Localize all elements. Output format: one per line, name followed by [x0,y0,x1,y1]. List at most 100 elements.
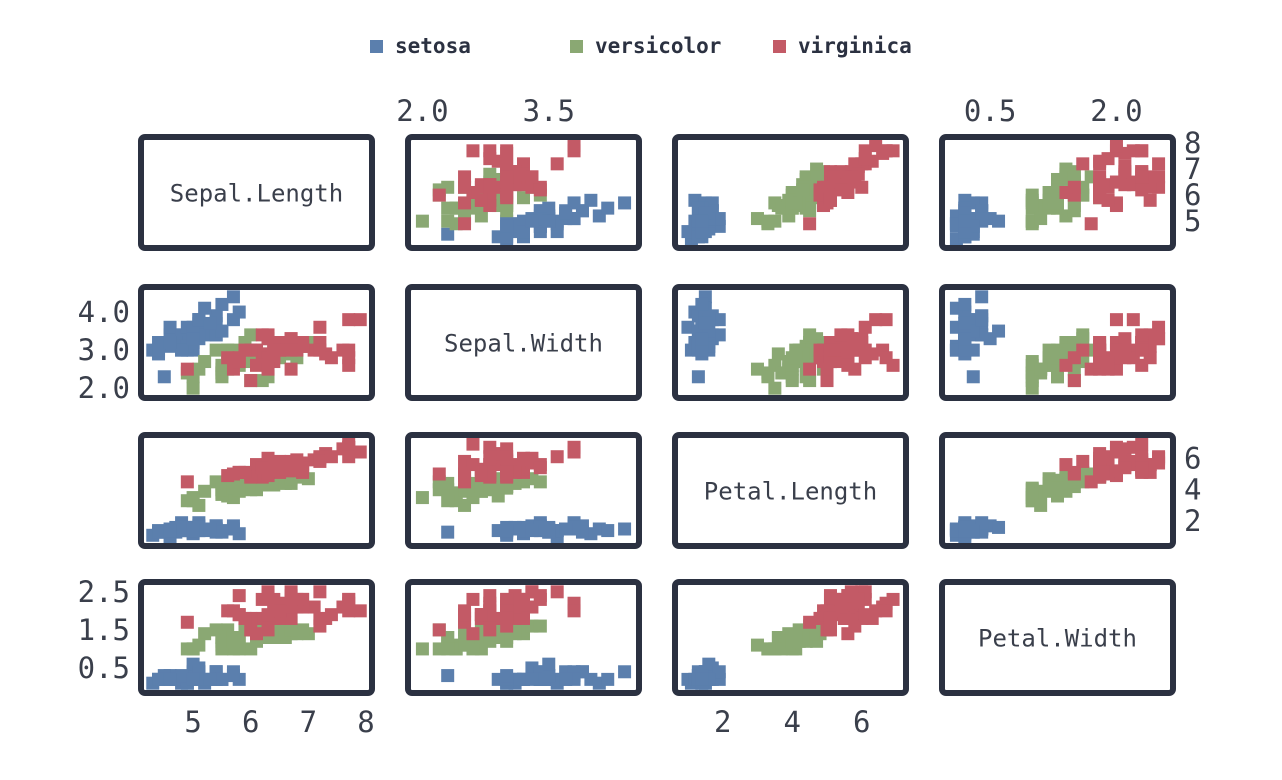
point-virginica [500,465,514,479]
diagonal-label-petal-length: Petal.Length [704,478,877,506]
point-versicolor [483,167,497,181]
point-versicolor [458,498,472,512]
legend-label-versicolor: versicolor [595,34,722,58]
point-virginica [823,611,837,625]
point-versicolor [244,328,258,342]
panel-frame [405,579,642,696]
point-setosa [712,328,726,342]
point-virginica [841,358,855,372]
point-virginica [834,592,848,606]
panel-sepal-length-vs-sepal-width [405,134,642,251]
point-setosa [618,665,632,679]
point-virginica [1059,458,1073,472]
top-tick-label: 0.5 [964,94,1016,128]
point-virginica [1109,343,1123,357]
point-versicolor [1034,212,1048,226]
point-virginica [500,191,514,205]
point-setosa [695,672,709,686]
panel-frame [672,134,909,251]
panel-frame [939,579,1176,696]
panel-petal-width-vs-petal-length [672,579,909,696]
point-setosa [163,336,177,349]
point-setosa [525,524,539,538]
point-virginica [180,362,194,376]
panel-frame [138,432,375,549]
point-virginica [533,183,547,197]
point-setosa [542,520,556,534]
panel-frame [405,134,642,251]
point-virginica [567,445,581,459]
point-versicolor [803,328,817,342]
point-virginica [1118,165,1132,179]
left-tick-label: 2.0 [78,371,130,405]
point-virginica [550,585,564,599]
point-virginica [1109,175,1123,189]
point-versicolor [789,631,803,644]
bottom-tick-label: 6 [853,705,870,739]
point-virginica [1059,358,1073,372]
point-setosa [958,332,972,346]
point-virginica [474,193,488,207]
point-virginica [221,351,235,365]
right-tick-label: 5 [1184,204,1201,238]
legend-item-setosa[interactable]: setosa [370,28,471,64]
point-versicolor [796,183,810,197]
point-setosa [695,214,709,228]
point-virginica [432,623,446,637]
point-setosa [992,324,1006,338]
point-virginica [1152,456,1166,470]
point-virginica [1135,183,1149,197]
point-virginica [307,600,321,614]
point-setosa [584,193,598,207]
point-virginica [803,362,817,376]
point-virginica [324,351,338,365]
point-setosa [698,316,712,330]
point-setosa [226,313,240,327]
point-virginica [232,355,246,369]
point-virginica [250,358,263,372]
point-setosa [192,313,206,327]
point-virginica [313,585,327,599]
panel-frame [138,134,375,251]
point-virginica [500,611,514,625]
right-tick-label: 6 [1184,178,1201,212]
legend-item-virginica[interactable]: virginica [773,28,912,64]
point-virginica [466,592,480,606]
point-virginica [1109,445,1123,459]
point-virginica [342,592,356,606]
point-virginica [221,469,235,483]
legend-item-versicolor[interactable]: versicolor [570,28,721,64]
point-virginica [483,623,497,637]
point-versicolor [198,484,212,498]
point-virginica [458,467,472,481]
point-virginica [1067,374,1081,388]
point-setosa [215,525,229,539]
point-setosa [226,290,240,304]
point-versicolor [533,619,547,633]
point-setosa [175,343,189,357]
point-virginica [525,170,539,184]
point-virginica [500,144,514,158]
point-setosa [695,297,709,311]
point-virginica [244,374,258,388]
point-setosa [695,225,709,239]
bottom-tick-label: 5 [184,705,201,739]
point-setosa [542,669,556,683]
panel-frame [939,284,1176,401]
point-setosa [152,672,166,686]
legend-swatch-virginica [773,39,786,53]
point-setosa [226,669,240,683]
point-versicolor [761,214,775,228]
point-virginica [1093,191,1107,205]
point-virginica [879,313,893,327]
point-versicolor [761,642,775,656]
point-virginica [1135,170,1149,184]
point-versicolor [806,627,820,641]
point-virginica [879,604,893,618]
top-tick-label: 2.0 [396,94,448,128]
point-setosa [198,301,212,315]
point-versicolor [1067,204,1081,218]
point-setosa [525,672,539,686]
panel-frame [672,284,909,401]
point-versicolor [192,498,206,512]
